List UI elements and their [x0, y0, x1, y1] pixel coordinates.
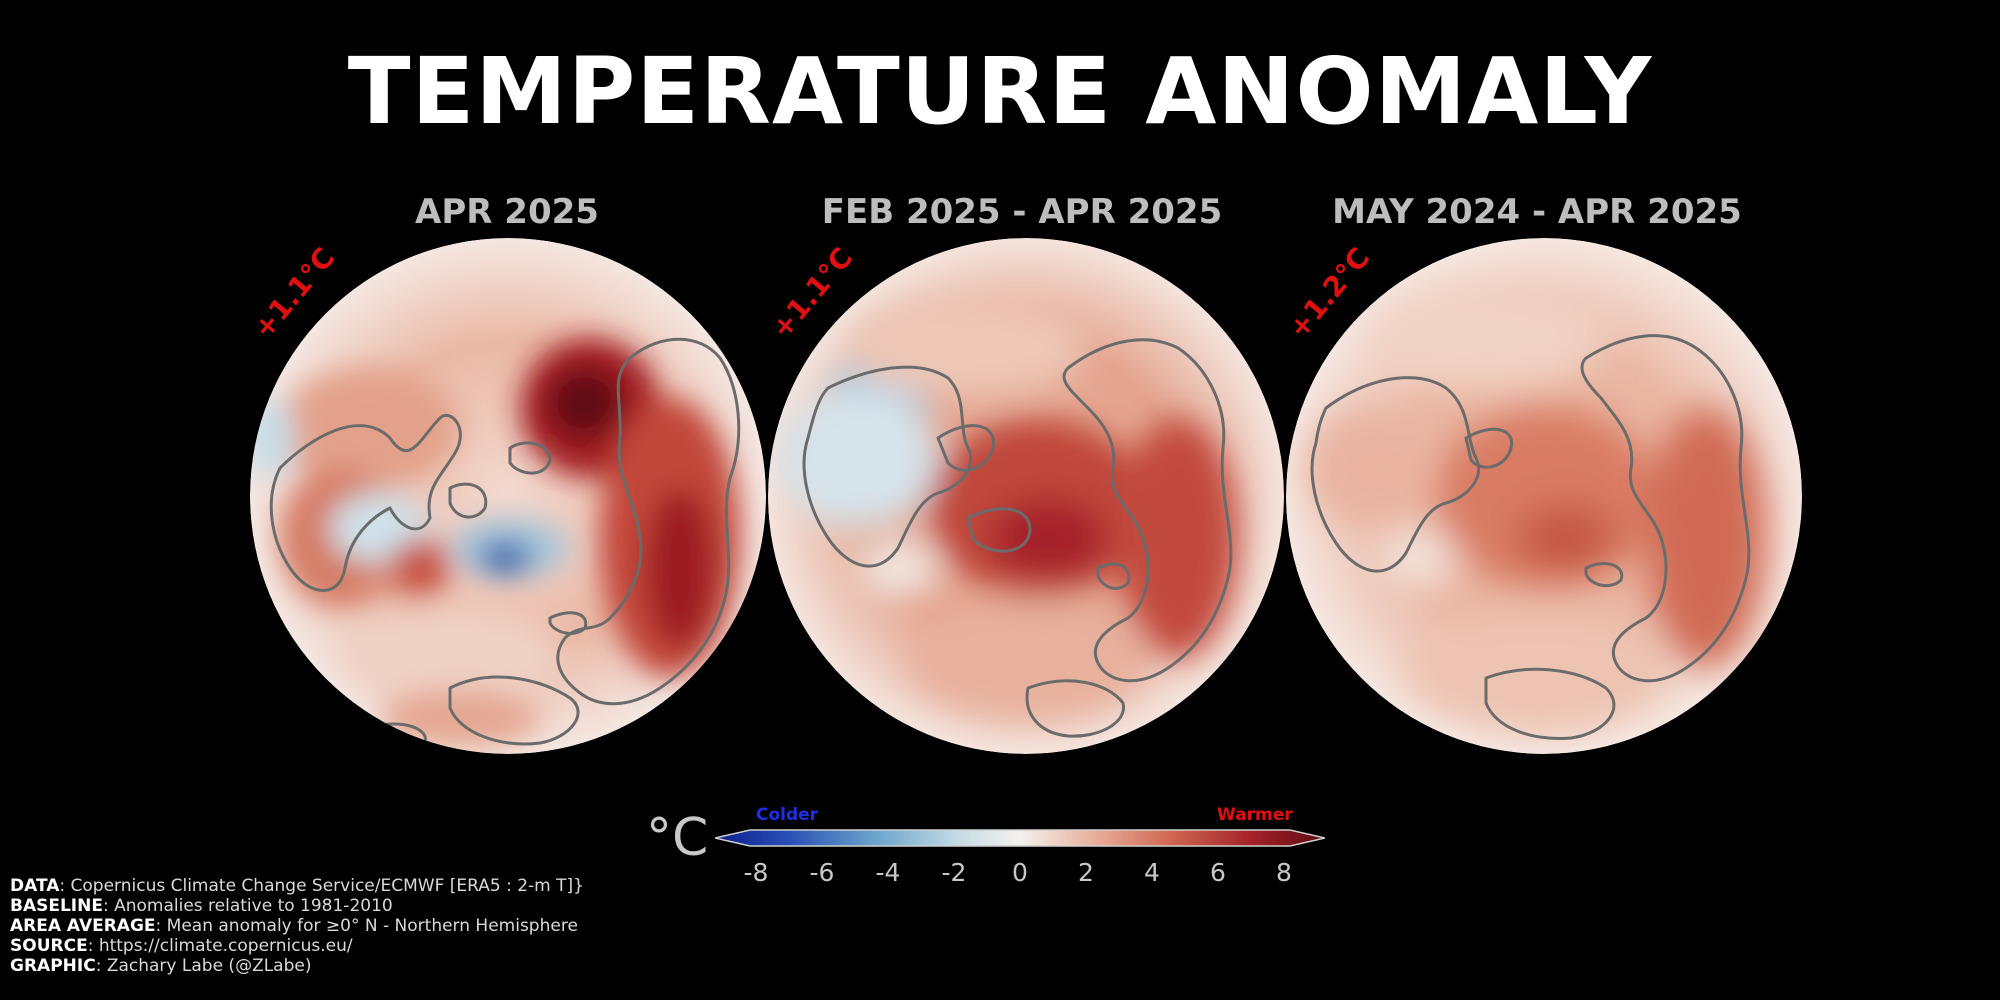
tick-label: 4	[1144, 858, 1160, 887]
panel-title-1: APR 2025	[415, 192, 599, 232]
credit-line-area-average: AREA AVERAGE: Mean anomaly for ≥0° N - N…	[10, 916, 578, 936]
credit-line-source: SOURCE: https://climate.copernicus.eu/	[10, 936, 353, 956]
colorbar	[714, 826, 1326, 856]
panel-title-2: FEB 2025 - APR 2025	[821, 192, 1223, 232]
colder-label: Colder	[756, 805, 819, 825]
credit-line-data: DATA: Copernicus Climate Change Service/…	[10, 876, 584, 896]
panel-title-3: MAY 2024 - APR 2025	[1332, 192, 1742, 232]
globe-map-1	[250, 238, 766, 754]
tick-label: -6	[809, 858, 835, 887]
tick-label: 0	[1012, 858, 1028, 887]
tick-label: 2	[1078, 858, 1094, 887]
tick-label: 8	[1276, 858, 1292, 887]
tick-label: -8	[743, 858, 769, 887]
tick-label: -2	[941, 858, 967, 887]
main-title: TEMPERATURE ANOMALY	[347, 38, 1653, 145]
credit-line-graphic: GRAPHIC: Zachary Labe (@ZLabe)	[10, 956, 312, 976]
tick-label: 6	[1210, 858, 1226, 887]
tick-label: -4	[875, 858, 901, 887]
warmer-label: Warmer	[1217, 805, 1293, 825]
colorbar-unit: °C	[646, 808, 709, 868]
credits-block: DATA: Copernicus Climate Change Service/…	[10, 876, 584, 976]
credit-line-baseline: BASELINE: Anomalies relative to 1981-201…	[10, 896, 393, 916]
globe-map-3	[1286, 238, 1802, 754]
globe-map-2	[768, 238, 1284, 754]
